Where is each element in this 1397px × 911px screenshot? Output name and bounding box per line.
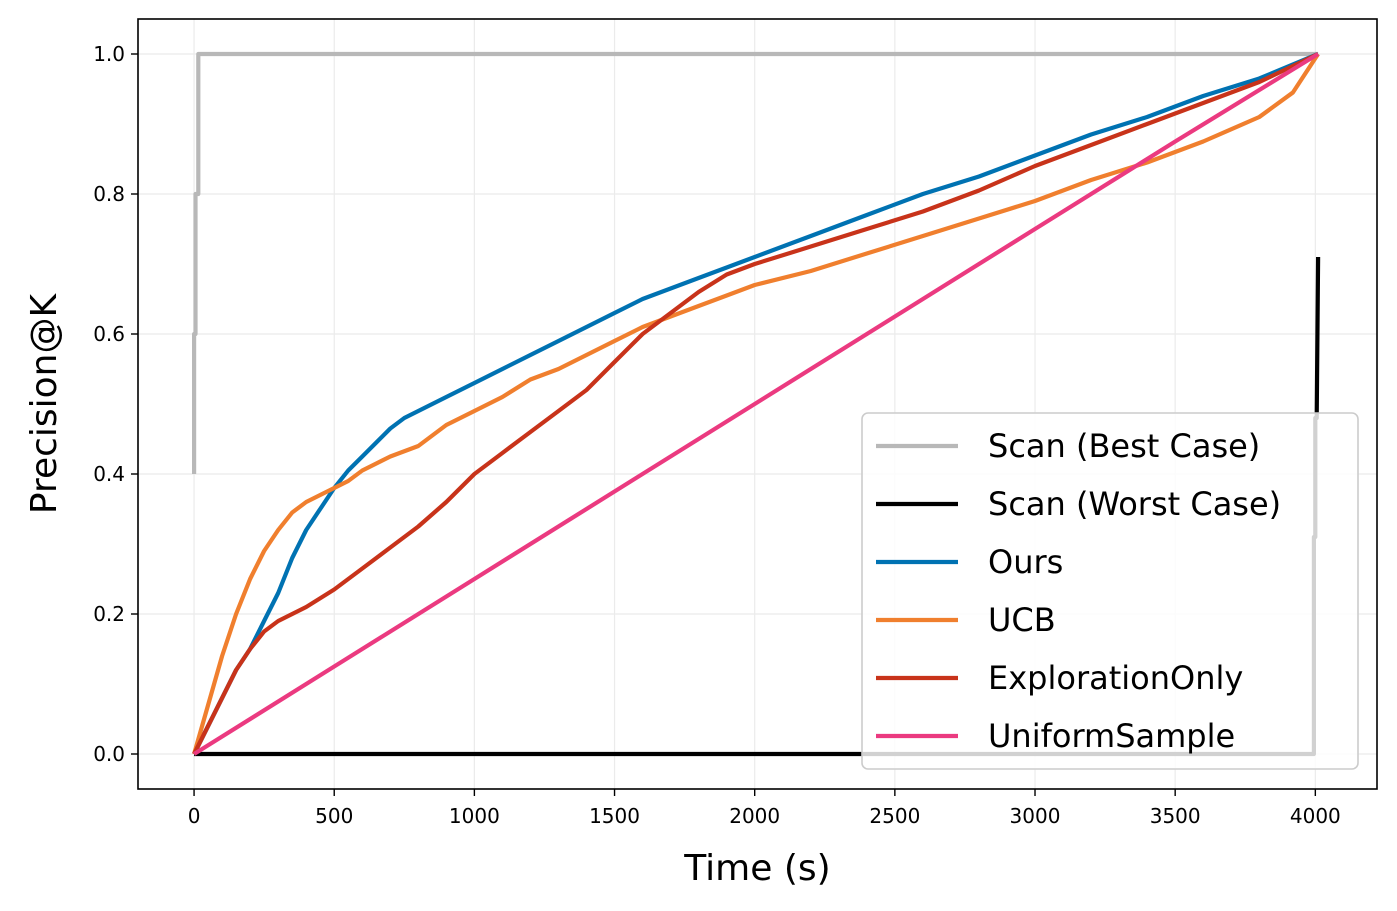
legend-label-2: Ours bbox=[988, 543, 1063, 581]
series-line-4 bbox=[192, 52, 1320, 755]
x-tick-label: 0 bbox=[188, 804, 201, 828]
x-tick-label: 1000 bbox=[449, 804, 500, 828]
legend-label-1: Scan (Worst Case) bbox=[988, 485, 1281, 523]
plot-frame bbox=[137, 18, 1378, 790]
legend-label-5: UniformSample bbox=[988, 717, 1235, 755]
x-tick-label: 4000 bbox=[1290, 804, 1341, 828]
y-tick-label: 0.2 bbox=[93, 602, 125, 626]
y-tick-label: 0.6 bbox=[93, 322, 125, 346]
series-line-2 bbox=[192, 52, 1319, 755]
series-line-5 bbox=[192, 52, 1320, 756]
y-tick-label: 0.0 bbox=[93, 742, 125, 766]
x-tick-label: 500 bbox=[315, 804, 353, 828]
x-axis: 0 500 1000 1500 2000 2500 3000 3500 4000 bbox=[188, 789, 1341, 828]
x-axis-title: Time (s) bbox=[683, 848, 830, 889]
series-line-0 bbox=[192, 51, 1319, 474]
x-tick-label: 1500 bbox=[589, 804, 640, 828]
series-line-3 bbox=[192, 52, 1320, 755]
x-tick-label: 3500 bbox=[1150, 804, 1201, 828]
y-axis-title: Precision@K bbox=[24, 292, 65, 514]
x-tick-label: 3000 bbox=[1010, 804, 1061, 828]
legend-label-4: ExplorationOnly bbox=[988, 659, 1243, 697]
x-tick-label: 2500 bbox=[869, 804, 920, 828]
legend-label-3: UCB bbox=[988, 601, 1056, 639]
legend-label-0: Scan (Best Case) bbox=[988, 427, 1260, 465]
y-tick-label: 0.4 bbox=[93, 462, 125, 486]
y-tick-label: 1.0 bbox=[93, 42, 125, 66]
legend-box bbox=[861, 412, 1359, 770]
x-tick-label: 2000 bbox=[729, 804, 780, 828]
y-tick-label: 0.8 bbox=[93, 182, 125, 206]
y-axis: 0.0 0.2 0.4 0.6 0.8 1.0 bbox=[93, 42, 138, 766]
legend: Scan (Best Case) Scan (Worst Case) Ours UCB… bbox=[861, 412, 1359, 770]
